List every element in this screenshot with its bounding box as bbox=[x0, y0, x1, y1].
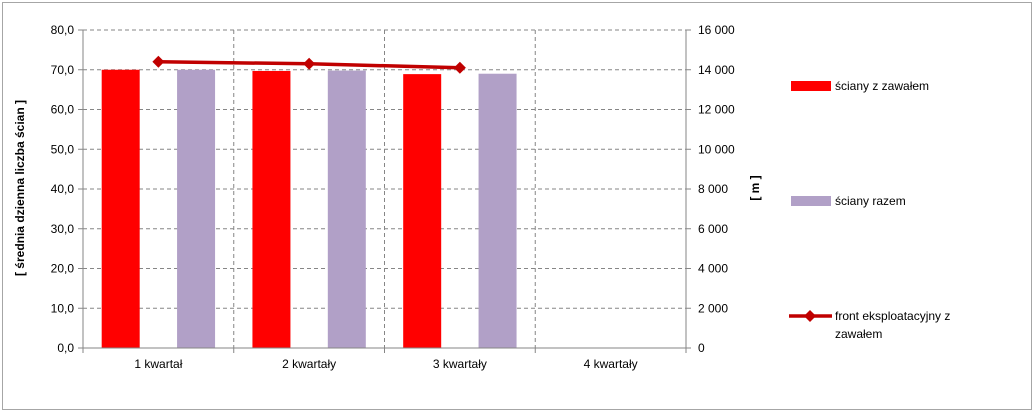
legend-label: ściany z zawałem bbox=[835, 79, 929, 93]
line-series bbox=[152, 55, 466, 74]
y-tick-label: 70,0 bbox=[51, 63, 75, 77]
line-point-marker bbox=[303, 57, 316, 70]
y2-axis-title: [ m ] bbox=[748, 175, 762, 200]
bar-sciany-z-zawalem bbox=[101, 69, 140, 348]
y2-tick-label: 4 000 bbox=[698, 262, 728, 276]
legend-swatch bbox=[791, 196, 831, 206]
y-tick-label: 50,0 bbox=[51, 142, 75, 156]
x-tick-label: 2 kwartały bbox=[282, 357, 336, 371]
axes bbox=[78, 29, 691, 353]
legend-swatch-marker bbox=[804, 310, 816, 322]
y-tick-label: 80,0 bbox=[51, 23, 75, 37]
gridlines bbox=[83, 29, 686, 348]
y2-tick-label: 16 000 bbox=[698, 23, 735, 37]
y2-tick-label: 2 000 bbox=[698, 301, 728, 315]
legend-label: ściany razem bbox=[835, 194, 906, 208]
legend-label: front eksploatacyjny z zawałem bbox=[835, 309, 950, 341]
y2-tick-label: 12 000 bbox=[698, 103, 735, 117]
y-tick-label: 60,0 bbox=[51, 103, 75, 117]
y-tick-label: 0,0 bbox=[57, 341, 74, 355]
y-axis-title: [ średnia dzienna liczba ścian ] bbox=[13, 100, 27, 276]
x-tick-label: 1 kwartał bbox=[134, 357, 182, 371]
y-tick-label: 10,0 bbox=[51, 301, 75, 315]
x-tick-label: 3 kwartały bbox=[433, 357, 487, 371]
bar-sciany-z-zawalem bbox=[403, 74, 442, 348]
legend-swatch bbox=[791, 81, 831, 91]
tick-labels: 0,0 10,0 20,0 30,0 40,0 50,0 60,0 70,0 80,0 0 2 00… bbox=[51, 23, 735, 371]
bar-sciany-z-zawalem bbox=[252, 70, 291, 348]
bar-sciany-razem bbox=[478, 73, 517, 348]
x-tick-label: 4 kwartały bbox=[584, 357, 638, 371]
y2-tick-label: 8 000 bbox=[698, 182, 728, 196]
y-tick-label: 20,0 bbox=[51, 262, 75, 276]
y-tick-label: 40,0 bbox=[51, 182, 75, 196]
bars bbox=[101, 69, 517, 349]
y-tick-label: 30,0 bbox=[51, 222, 75, 236]
line-point-marker bbox=[453, 61, 466, 74]
y2-tick-label: 6 000 bbox=[698, 222, 728, 236]
y2-tick-label: 0 bbox=[698, 341, 705, 355]
bar-sciany-razem bbox=[327, 70, 366, 349]
line-point-marker bbox=[152, 55, 165, 68]
bar-sciany-razem bbox=[177, 69, 216, 348]
y2-tick-label: 14 000 bbox=[698, 63, 735, 77]
y2-tick-label: 10 000 bbox=[698, 142, 735, 156]
legend: ściany z zawałem ściany razem front eksplo… bbox=[789, 79, 950, 341]
